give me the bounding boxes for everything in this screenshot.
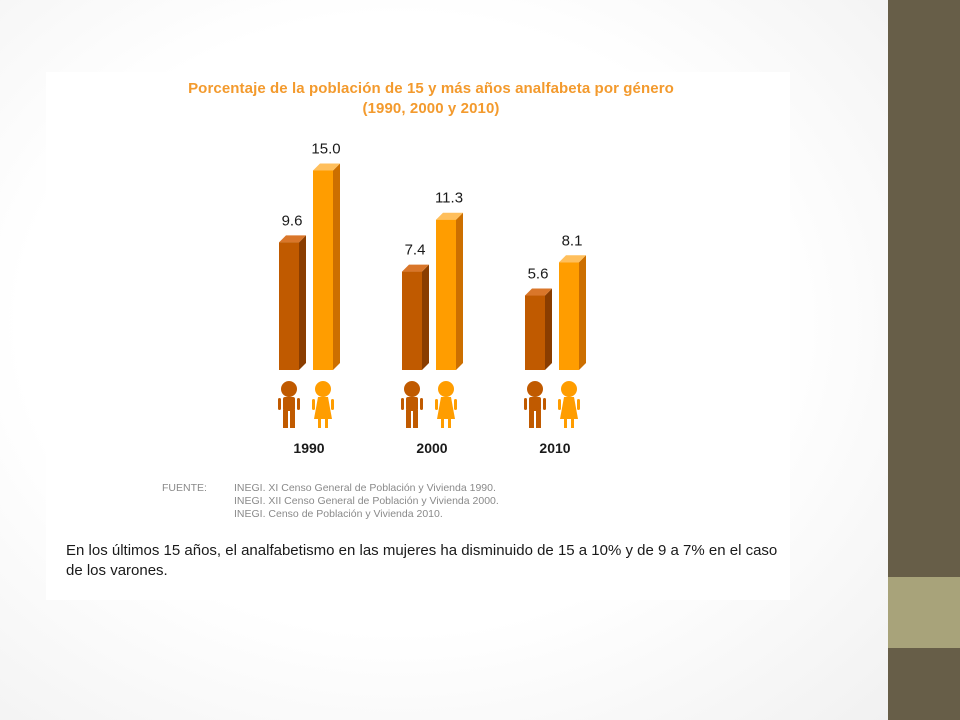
bar [313, 170, 333, 370]
source-line: INEGI. Censo de Población y Vivienda 201… [234, 508, 443, 520]
bar-top [279, 235, 306, 243]
source-line: INEGI. XII Censo General de Población y … [234, 495, 499, 507]
caption-text: En los últimos 15 años, el analfabetismo… [66, 542, 778, 579]
source-line: INEGI. XI Censo General de Población y V… [234, 482, 496, 494]
category-label: 2010 [539, 440, 570, 456]
data-label: 7.4 [405, 242, 426, 259]
bar-top [402, 264, 429, 272]
chart-title: Porcentaje de la población de 15 y más a… [188, 80, 674, 97]
source-label: FUENTE: [162, 482, 207, 494]
data-label: 11.3 [435, 190, 463, 207]
bar-top [525, 288, 552, 296]
girl-icon [558, 381, 580, 428]
girl-icon [435, 381, 457, 428]
boy-icon [278, 381, 300, 428]
bar-side [545, 288, 552, 370]
bar [279, 242, 299, 370]
category-label: 2000 [416, 440, 447, 456]
category-label: 1990 [293, 440, 324, 456]
bar [436, 219, 456, 370]
sidebar-accent-light [888, 577, 960, 648]
data-label: 9.6 [282, 212, 303, 229]
data-label: 5.6 [528, 266, 549, 283]
bar-top [436, 212, 463, 220]
bar-side [422, 264, 429, 370]
bar [402, 271, 422, 370]
bar [525, 295, 545, 370]
boy-icon [524, 381, 546, 428]
bar-side [333, 163, 340, 370]
bar-top [559, 255, 586, 263]
bar-side [579, 255, 586, 370]
bar-side [456, 212, 463, 370]
boy-icon [401, 381, 423, 428]
girl-icon [312, 381, 334, 428]
bar-top [313, 163, 340, 171]
data-label: 15.0 [311, 141, 340, 158]
data-label: 8.1 [562, 232, 583, 249]
bar [559, 262, 579, 370]
chart-subtitle: (1990, 2000 y 2010) [362, 100, 500, 117]
bar-side [299, 235, 306, 370]
